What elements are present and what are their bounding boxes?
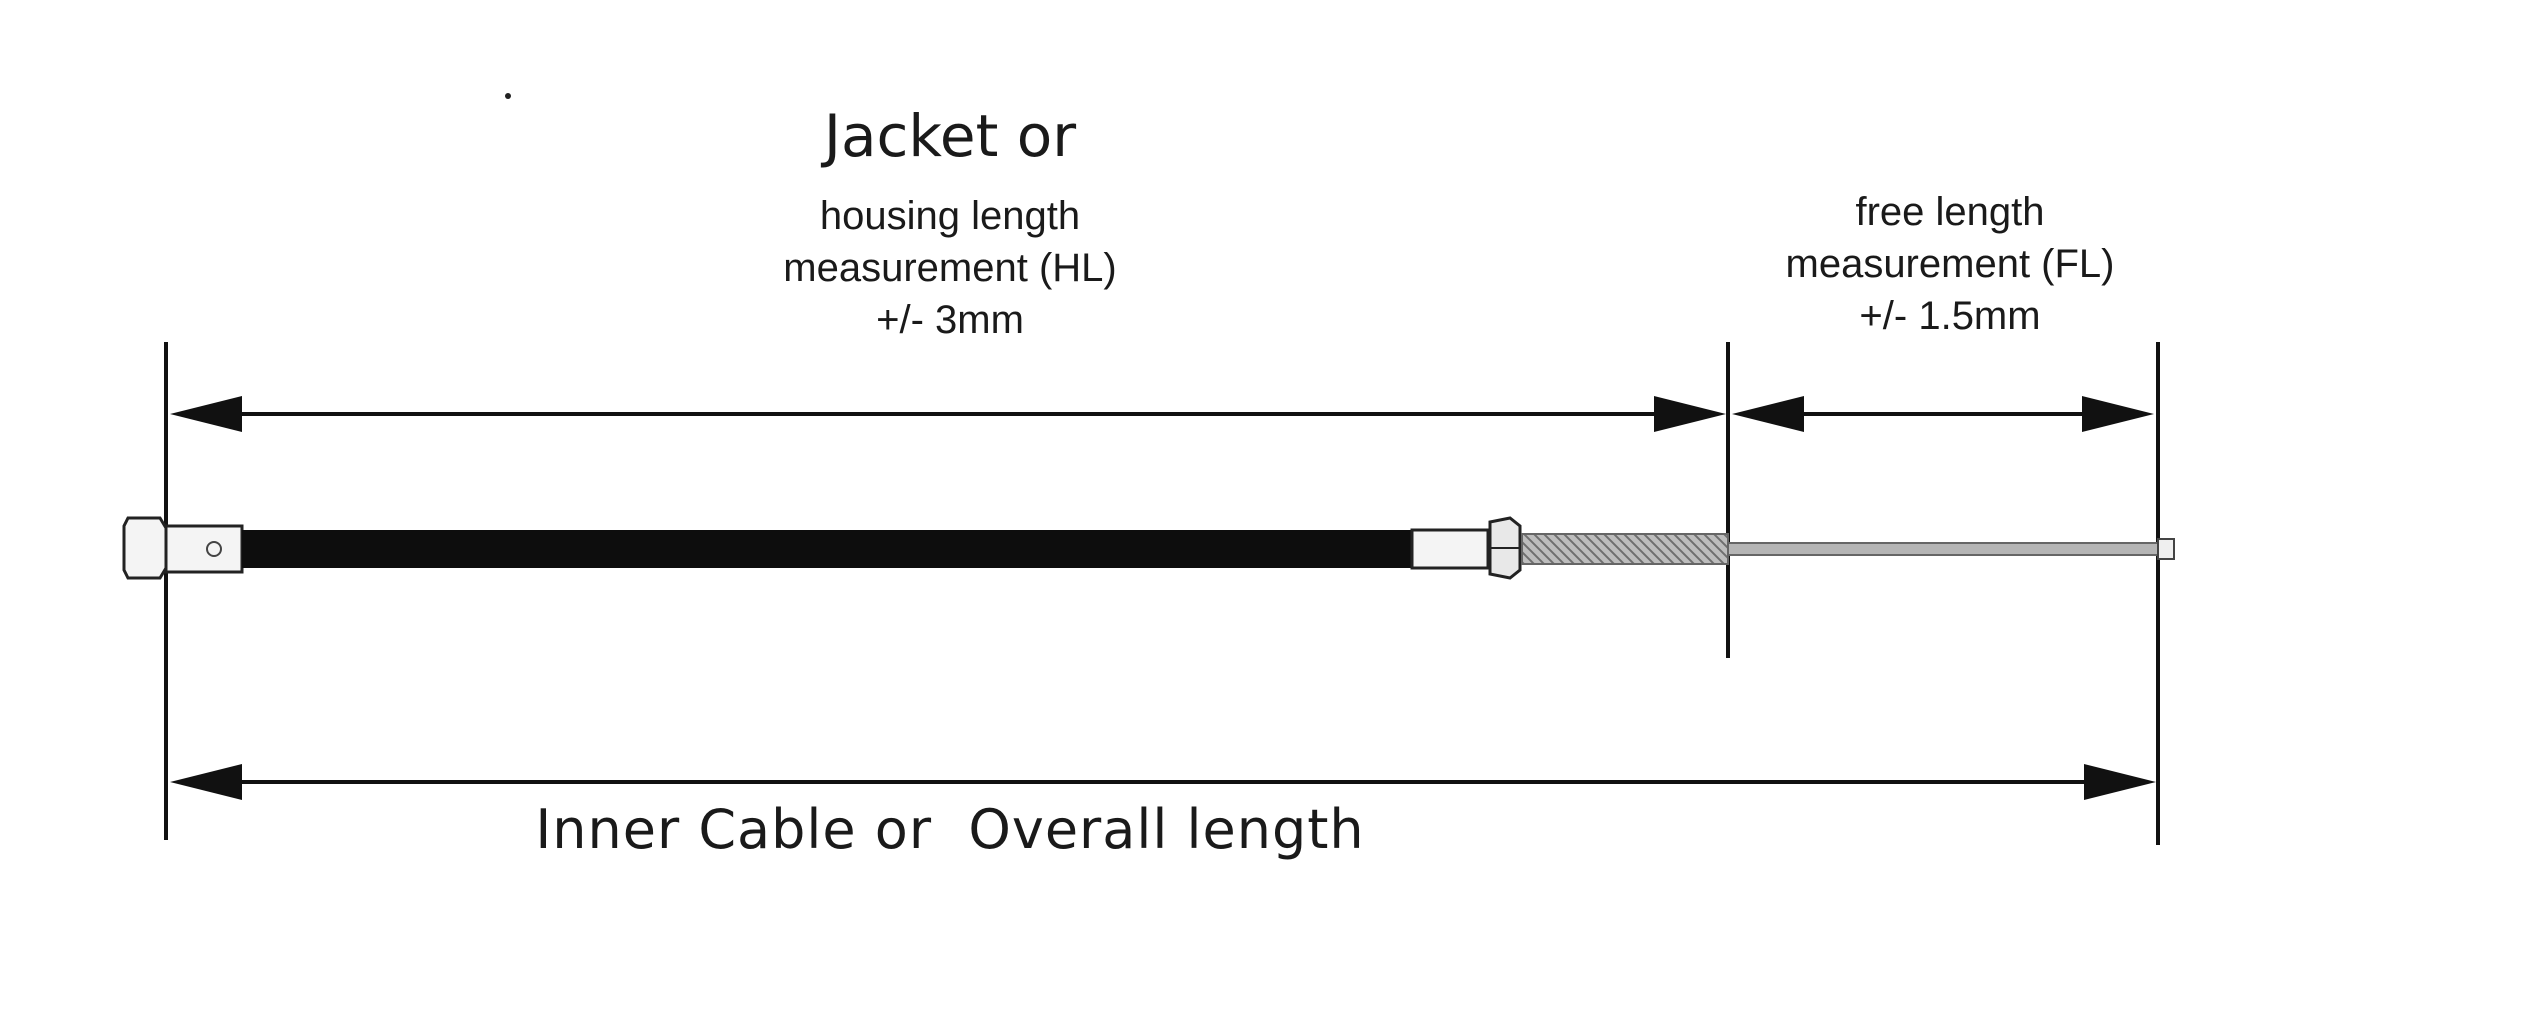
overall-length-arrow bbox=[170, 764, 2156, 800]
housing-length-tolerance: +/- 3mm bbox=[876, 298, 1024, 342]
free-length-arrow bbox=[1732, 396, 2154, 432]
inner-cable bbox=[1727, 542, 2159, 556]
stray-dot bbox=[505, 93, 511, 99]
inner-cable-tip bbox=[2157, 538, 2175, 560]
ferrule-mark-icon bbox=[206, 541, 222, 557]
left-ferrule bbox=[164, 524, 244, 574]
free-length-line-2: measurement (FL) bbox=[1785, 242, 2115, 286]
overall-length-label: Inner Cable or Overall length bbox=[535, 798, 1365, 861]
housing-length-line-2: measurement (HL) bbox=[783, 246, 1117, 290]
housing-length-title: Jacket or bbox=[823, 102, 1077, 170]
free-length-tolerance: +/- 1.5mm bbox=[1859, 294, 2041, 338]
right-ferrule bbox=[1410, 528, 1490, 570]
free-length-line-1: free length bbox=[1855, 190, 2045, 234]
housing-length-label: housing length measurement (HL) +/- 3mm bbox=[650, 190, 1250, 346]
housing-length-line-1: housing length bbox=[819, 194, 1081, 238]
housing-length-arrow bbox=[170, 396, 1726, 432]
cable-assembly bbox=[122, 516, 2175, 580]
threaded-rod bbox=[1521, 533, 1729, 565]
cable-housing bbox=[242, 530, 1412, 568]
free-length-label: free length measurement (FL) +/- 1.5mm bbox=[1650, 186, 2250, 342]
left-end-cap bbox=[122, 516, 168, 580]
